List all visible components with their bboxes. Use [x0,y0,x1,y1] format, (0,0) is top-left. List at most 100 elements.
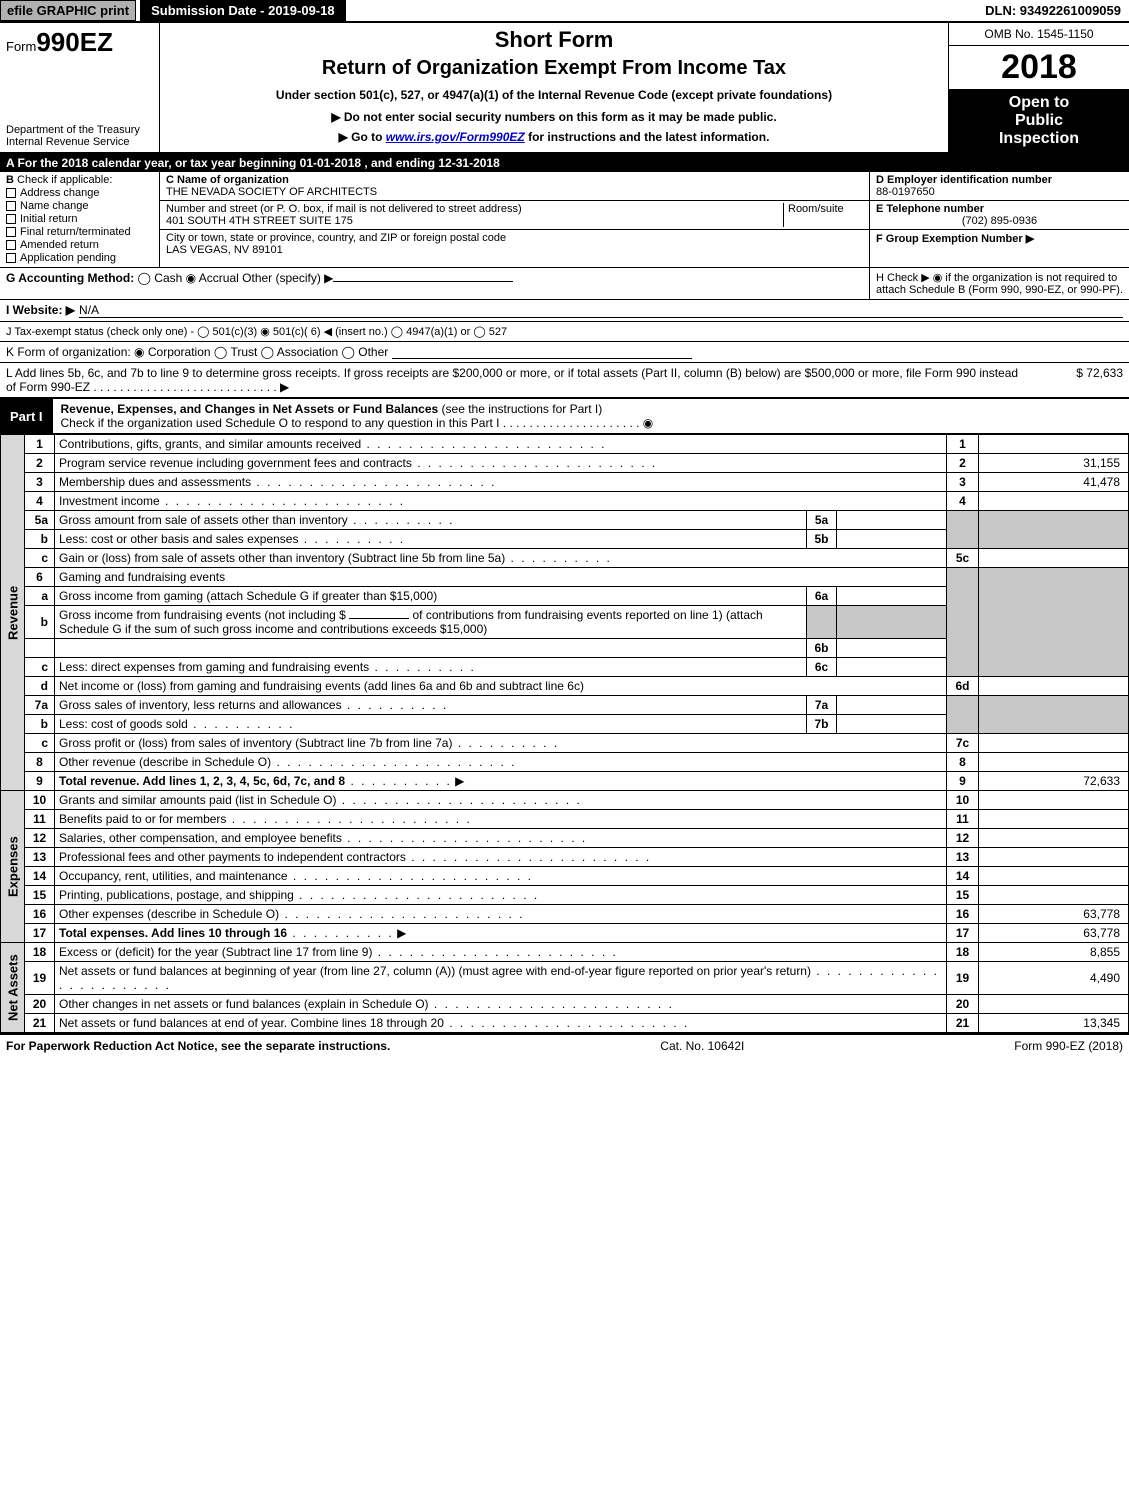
line-num: 18 [25,943,55,962]
checkbox-icon [6,253,16,263]
line-no-cell: 13 [947,848,979,867]
k-text[interactable]: K Form of organization: ◉ Corporation ◯ … [6,345,388,359]
line-desc: Less: cost or other basis and sales expe… [55,530,807,549]
line-num: a [25,587,55,606]
line-15-row: 15 Printing, publications, postage, and … [1,886,1129,905]
line-num: 4 [25,492,55,511]
expenses-side-label: Expenses [1,791,25,943]
e-phone-row: E Telephone number (702) 895-0936 [870,201,1129,230]
efile-tab[interactable]: efile GRAPHIC print [0,0,136,21]
chk-amended-return[interactable]: Amended return [6,239,153,251]
line-16-row: 16 Other expenses (describe in Schedule … [1,905,1129,924]
line-num: 9 [25,772,55,791]
line-no-cell: 18 [947,943,979,962]
grey-cell [837,606,947,639]
j-text[interactable]: J Tax-exempt status (check only one) - ◯… [6,325,507,338]
chk-name-change[interactable]: Name change [6,200,153,212]
chk-final-return[interactable]: Final return/terminated [6,226,153,238]
row-gh: G Accounting Method: ◯ Cash ◉ Accrual Ot… [0,268,1129,300]
grey-cell [979,511,1129,549]
line-desc: Total revenue. Add lines 1, 2, 3, 4, 5c,… [55,772,947,791]
line-num: 12 [25,829,55,848]
line-desc: Excess or (deficit) for the year (Subtra… [55,943,947,962]
line-11-row: 11 Benefits paid to or for members 11 [1,810,1129,829]
top-bar: efile GRAPHIC print Submission Date - 20… [0,0,1129,23]
l-text: L Add lines 5b, 6c, and 7b to line 9 to … [6,366,1023,394]
line-no-cell: 20 [947,995,979,1014]
line-val: 13,345 [979,1014,1129,1033]
line-no-cell: 1 [947,435,979,454]
line-val: 8,855 [979,943,1129,962]
block-bcd: B Check if applicable: Address change Na… [0,172,1129,268]
line-desc: Gaming and fundraising events [55,568,947,587]
line-desc: Total expenses. Add lines 10 through 16 … [55,924,947,943]
submission-tab[interactable]: Submission Date - 2019-09-18 [140,0,346,21]
line-no-cell: 12 [947,829,979,848]
c-street-row: Number and street (or P. O. box, if mail… [160,201,869,230]
city-value: LAS VEGAS, NV 89101 [166,244,863,256]
line-desc: Net assets or fund balances at beginning… [55,962,947,995]
c-name-row: C Name of organization THE NEVADA SOCIET… [160,172,869,201]
line-num: 11 [25,810,55,829]
row-k-form-org: K Form of organization: ◉ Corporation ◯ … [0,342,1129,363]
line-num: 6 [25,568,55,587]
line-9-row: 9 Total revenue. Add lines 1, 2, 3, 4, 5… [1,772,1129,791]
line-desc: Net income or (loss) from gaming and fun… [55,677,947,696]
line-val [979,492,1129,511]
6b-blank[interactable] [349,618,409,619]
line-desc: Investment income [55,492,947,511]
chk-label: Initial return [20,213,77,225]
line-no-cell: 4 [947,492,979,511]
col-c-org-info: C Name of organization THE NEVADA SOCIET… [160,172,869,267]
row-l-gross-receipts: L Add lines 5b, 6c, and 7b to line 9 to … [0,363,1129,398]
grey-cell [947,696,979,734]
e-phone-label: E Telephone number [876,203,1123,215]
sub3-post: for instructions and the latest informat… [525,130,770,144]
f-group-label: F Group Exemption Number ▶ [876,233,1034,245]
page-footer: For Paperwork Reduction Act Notice, see … [0,1033,1129,1057]
grey-cell [807,606,837,639]
line-desc: Less: direct expenses from gaming and fu… [55,658,807,677]
line-num: 5a [25,511,55,530]
line-10-row: Expenses 10 Grants and similar amounts p… [1,791,1129,810]
line-val [979,753,1129,772]
line-num: 7a [25,696,55,715]
irs-link[interactable]: www.irs.gov/Form990EZ [386,130,525,144]
part-1-header: Part I Revenue, Expenses, and Changes in… [0,398,1129,434]
g-other-line[interactable] [333,281,513,282]
dept-line2: Internal Revenue Service [6,136,153,148]
part-1-box: Part I [0,399,53,433]
chk-initial-return[interactable]: Initial return [6,213,153,225]
line-num: 2 [25,454,55,473]
line-val: 41,478 [979,473,1129,492]
line-num: c [25,658,55,677]
inspect-line3: Inspection [953,130,1125,148]
g-options[interactable]: ◯ Cash ◉ Accrual Other (specify) ▶ [138,271,334,285]
row-j-tax-exempt: J Tax-exempt status (check only one) - ◯… [0,322,1129,342]
chk-application-pending[interactable]: Application pending [6,252,153,264]
line-num: 19 [25,962,55,995]
part-1-subtitle: (see the instructions for Part I) [438,402,602,416]
street-value: 401 SOUTH 4TH STREET SUITE 175 [166,215,783,227]
chk-address-change[interactable]: Address change [6,187,153,199]
omb-number: OMB No. 1545-1150 [949,23,1129,46]
line-desc: Less: cost of goods sold [55,715,807,734]
line-num: b [25,715,55,734]
line-19-row: 19 Net assets or fund balances at beginn… [1,962,1129,995]
part-1-check[interactable]: Check if the organization used Schedule … [61,416,654,430]
dept-block: Department of the Treasury Internal Reve… [6,124,153,148]
line-17-text: Total expenses. Add lines 10 through 16 [59,926,287,940]
line-6b-part1: Gross income from fundraising events (no… [59,608,346,622]
line-val [979,734,1129,753]
k-other-line[interactable] [392,345,692,359]
c-name-label: C Name of organization [166,174,863,186]
dots-icon [287,926,394,940]
mini-num: 5a [807,511,837,530]
line-desc: Occupancy, rent, utilities, and maintena… [55,867,947,886]
line-val: 31,155 [979,454,1129,473]
mini-num: 6a [807,587,837,606]
line-desc: Professional fees and other payments to … [55,848,947,867]
checkbox-icon [6,201,16,211]
tax-year: 2018 [949,46,1129,90]
line-desc: Gross income from fundraising events (no… [55,606,807,639]
